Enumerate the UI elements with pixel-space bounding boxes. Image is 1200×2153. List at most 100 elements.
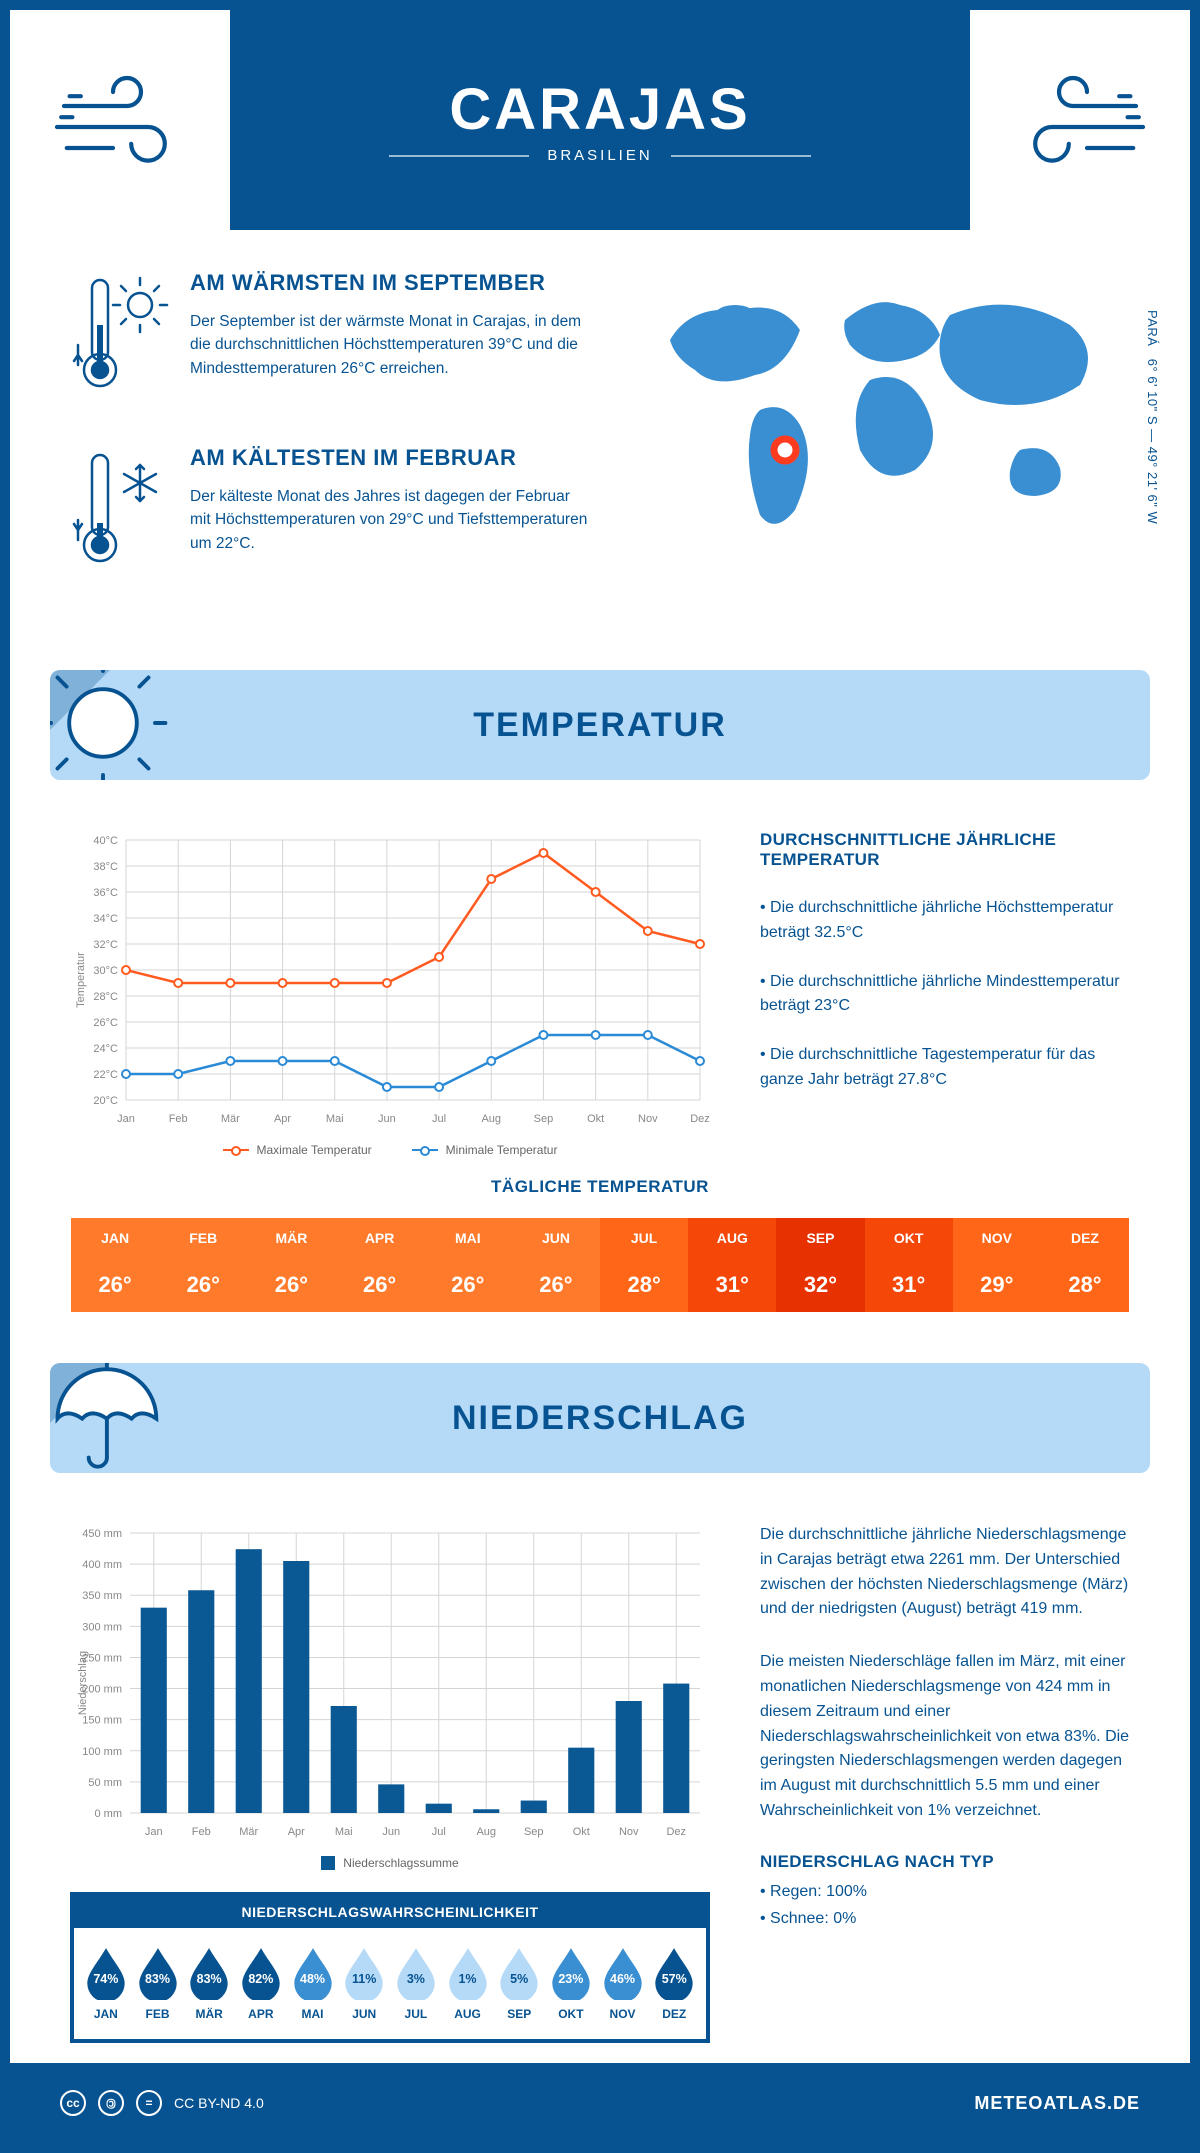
raindrop-icon: 48% — [291, 1946, 335, 2000]
raindrop-icon: 11% — [342, 1946, 386, 2000]
precip-type-heading: NIEDERSCHLAG NACH TYP — [760, 1852, 1130, 1872]
svg-text:Dez: Dez — [690, 1113, 710, 1125]
daily-temp-table: JAN26°FEB26°MÄR26°APR26°MAI26°JUN26°JUL2… — [70, 1217, 1130, 1313]
svg-text:400 mm: 400 mm — [82, 1559, 122, 1571]
daily-col: JUN26° — [512, 1218, 600, 1312]
nd-icon: = — [136, 2090, 162, 2116]
svg-text:Mai: Mai — [326, 1113, 344, 1125]
svg-text:32°C: 32°C — [93, 939, 118, 951]
daily-col: OKT31° — [865, 1218, 953, 1312]
warmest-title: AM WÄRMSTEN IM SEPTEMBER — [190, 270, 590, 296]
svg-text:Niederschlag: Niederschlag — [77, 1651, 89, 1715]
raindrop-icon: 3% — [394, 1946, 438, 2000]
drop-col: 5% SEP — [493, 1946, 545, 2021]
temperature-chart: 20°C22°C24°C26°C28°C30°C32°C34°C36°C38°C… — [70, 830, 710, 1157]
temperature-banner: TEMPERATUR — [50, 670, 1150, 780]
thermometer-sun-icon — [70, 270, 170, 405]
city-name: CARAJAS — [389, 76, 810, 143]
raindrop-icon: 83% — [136, 1946, 180, 2000]
daily-col: SEP32° — [776, 1218, 864, 1312]
rain-probability-box: NIEDERSCHLAGSWAHRSCHEINLICHKEIT 74% JAN … — [70, 1892, 710, 2043]
svg-text:Apr: Apr — [274, 1113, 291, 1125]
drop-col: 11% JUN — [338, 1946, 390, 2021]
site-name: METEOATLAS.DE — [974, 2093, 1140, 2114]
svg-text:Feb: Feb — [169, 1113, 188, 1125]
sun-icon — [50, 670, 168, 780]
svg-text:Jun: Jun — [382, 1826, 400, 1838]
svg-text:Jun: Jun — [378, 1113, 396, 1125]
svg-text:300 mm: 300 mm — [82, 1621, 122, 1633]
drop-col: 57% DEZ — [648, 1946, 700, 2021]
intro-section: AM WÄRMSTEN IM SEPTEMBER Der September i… — [10, 230, 1190, 650]
daily-col: JUL28° — [600, 1218, 688, 1312]
svg-text:22°C: 22°C — [93, 1069, 118, 1081]
temperature-heading: TEMPERATUR — [473, 706, 727, 745]
drop-col: 74% JAN — [80, 1946, 132, 2021]
coordinates: PARÁ 6° 6' 10" S — 49° 21' 6" W — [1145, 310, 1160, 524]
svg-text:Nov: Nov — [619, 1826, 639, 1838]
svg-text:24°C: 24°C — [93, 1043, 118, 1055]
precip-chart: 0 mm50 mm100 mm150 mm200 mm250 mm300 mm3… — [70, 1523, 710, 1870]
svg-text:Mär: Mär — [221, 1113, 240, 1125]
daily-temp-title: TÄGLICHE TEMPERATUR — [70, 1177, 1130, 1197]
daily-col: APR26° — [336, 1218, 424, 1312]
temp-bullet-1: • Die durchschnittliche jährliche Höchst… — [760, 896, 1130, 946]
license-text: CC BY-ND 4.0 — [174, 2095, 264, 2111]
svg-text:40°C: 40°C — [93, 835, 118, 847]
svg-text:28°C: 28°C — [93, 991, 118, 1003]
raindrop-icon: 82% — [239, 1946, 283, 2000]
drop-col: 83% MÄR — [183, 1946, 235, 2021]
page: CARAJAS BRASILIEN AM WÄRMSTEN IM SEPTEMB… — [0, 0, 1200, 2153]
temp-info-heading: DURCHSCHNITTLICHE JÄHRLICHE TEMPERATUR — [760, 830, 1130, 870]
svg-text:20°C: 20°C — [93, 1095, 118, 1107]
svg-text:38°C: 38°C — [93, 861, 118, 873]
daily-col: DEZ28° — [1041, 1218, 1129, 1312]
daily-col: JAN26° — [71, 1218, 159, 1312]
svg-text:0 mm: 0 mm — [95, 1808, 123, 1820]
svg-text:Mär: Mär — [239, 1826, 258, 1838]
precip-heading: NIEDERSCHLAG — [452, 1399, 748, 1438]
coldest-block: AM KÄLTESTEN IM FEBRUAR Der kälteste Mon… — [70, 445, 590, 580]
coldest-text: Der kälteste Monat des Jahres ist dagege… — [190, 485, 590, 555]
drop-col: 3% JUL — [390, 1946, 442, 2021]
precip-para-2: Die meisten Niederschläge fallen im März… — [760, 1650, 1130, 1824]
drop-col: 46% NOV — [597, 1946, 649, 2021]
raindrop-icon: 74% — [84, 1946, 128, 2000]
svg-text:Feb: Feb — [192, 1826, 211, 1838]
drop-col: 48% MAI — [287, 1946, 339, 2021]
svg-text:Jan: Jan — [145, 1826, 163, 1838]
thermometer-snow-icon — [70, 445, 170, 580]
raindrop-icon: 1% — [446, 1946, 490, 2000]
svg-text:Nov: Nov — [638, 1113, 658, 1125]
raindrop-icon: 57% — [652, 1946, 696, 2000]
precip-type-rain: • Regen: 100% — [760, 1880, 1130, 1905]
svg-text:450 mm: 450 mm — [82, 1528, 122, 1540]
svg-text:Temperatur: Temperatur — [75, 952, 87, 1008]
raindrop-icon: 5% — [497, 1946, 541, 2000]
country-name: BRASILIEN — [547, 147, 652, 164]
raindrop-icon: 46% — [601, 1946, 645, 2000]
rule — [671, 155, 811, 157]
svg-text:Jul: Jul — [432, 1113, 446, 1125]
by-icon: 🄯 — [98, 2090, 124, 2116]
daily-col: FEB26° — [159, 1218, 247, 1312]
precip-banner: NIEDERSCHLAG — [50, 1363, 1150, 1473]
precip-para-1: Die durchschnittliche jährliche Niedersc… — [760, 1523, 1130, 1622]
daily-col: NOV29° — [953, 1218, 1041, 1312]
svg-text:36°C: 36°C — [93, 887, 118, 899]
svg-text:34°C: 34°C — [93, 913, 118, 925]
svg-text:150 mm: 150 mm — [82, 1715, 122, 1727]
temp-legend: Maximale Temperatur Minimale Temperatur — [70, 1143, 710, 1157]
daily-col: MÄR26° — [247, 1218, 335, 1312]
svg-text:100 mm: 100 mm — [82, 1746, 122, 1758]
wind-icon-right — [970, 10, 1190, 230]
umbrella-icon — [50, 1363, 168, 1473]
svg-text:Jan: Jan — [117, 1113, 135, 1125]
svg-text:50 mm: 50 mm — [88, 1777, 122, 1789]
svg-text:Okt: Okt — [587, 1113, 604, 1125]
drop-col: 82% APR — [235, 1946, 287, 2021]
precip-legend: Niederschlagssumme — [70, 1856, 710, 1870]
daily-col: AUG31° — [688, 1218, 776, 1312]
coldest-title: AM KÄLTESTEN IM FEBRUAR — [190, 445, 590, 471]
rain-prob-title: NIEDERSCHLAGSWAHRSCHEINLICHKEIT — [74, 1896, 706, 1928]
